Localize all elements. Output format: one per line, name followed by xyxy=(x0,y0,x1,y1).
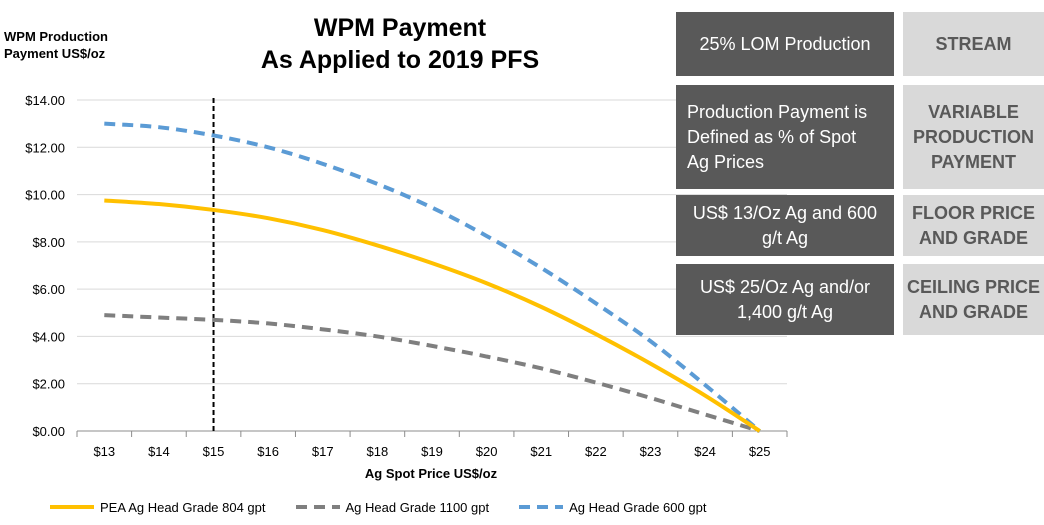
y-tick-label: $12.00 xyxy=(25,140,65,155)
stream-label-cell: STREAM xyxy=(903,12,1044,76)
y-tick-label: $14.00 xyxy=(25,93,65,108)
series-line-2 xyxy=(104,121,761,433)
x-tick-label: $16 xyxy=(257,444,279,459)
x-tick-label: $18 xyxy=(367,444,389,459)
y-tick-label: $6.00 xyxy=(32,282,65,297)
y-tick-label: $0.00 xyxy=(32,424,65,439)
legend-item-600: Ag Head Grade 600 gpt xyxy=(519,500,706,515)
x-axis-title: Ag Spot Price US$/oz xyxy=(365,466,498,481)
legend-label-pea: PEA Ag Head Grade 804 gpt xyxy=(100,499,266,515)
x-tick-label: $24 xyxy=(694,444,716,459)
stream-value-cell: 25% LOM Production xyxy=(676,12,894,76)
y-tick-label: $8.00 xyxy=(32,235,65,250)
x-tick-label: $20 xyxy=(476,444,498,459)
floor-price-value-cell: US$ 13/Oz Ag and 600 g/t Ag xyxy=(676,195,894,256)
series-line-1 xyxy=(104,313,761,433)
ceiling-price-value-cell: US$ 25/Oz Ag and/or 1,400 g/t Ag xyxy=(676,264,894,335)
legend-swatch-1100 xyxy=(295,505,340,509)
x-tick-label: $14 xyxy=(148,444,170,459)
variable-payment-value-cell: Production Payment is Defined as % of Sp… xyxy=(676,85,894,189)
x-tick-label: $15 xyxy=(203,444,225,459)
x-tick-label: $21 xyxy=(530,444,552,459)
floor-price-label-cell: FLOOR PRICE AND GRADE xyxy=(903,195,1044,256)
y-axis-title: WPM Production Payment US$/oz xyxy=(4,29,108,61)
x-tick-label: $22 xyxy=(585,444,607,459)
series-line-0 xyxy=(104,198,761,433)
chart-title: WPM Payment As Applied to 2019 PFS xyxy=(260,14,540,74)
ceiling-price-label-cell: CEILING PRICE AND GRADE xyxy=(903,264,1044,335)
legend-swatch-pea xyxy=(50,505,94,509)
legend-item-1100: Ag Head Grade 1100 gpt xyxy=(295,499,490,515)
legend-swatch-600 xyxy=(519,505,564,509)
x-tick-label: $25 xyxy=(749,444,771,459)
y-tick-label: $2.00 xyxy=(32,377,65,392)
x-tick-label: $13 xyxy=(93,444,115,459)
legend-item-pea: PEA Ag Head Grade 804 gpt xyxy=(50,500,266,515)
variable-payment-label-cell: VARIABLE PRODUCTION PAYMENT xyxy=(903,85,1044,189)
y-tick-label: $4.00 xyxy=(32,329,65,344)
chart-legend: PEA Ag Head Grade 804 gpt Ag Head Grade … xyxy=(50,496,736,518)
legend-label-1100: Ag Head Grade 1100 gpt xyxy=(345,499,490,515)
x-tick-label: $19 xyxy=(421,444,443,459)
x-tick-label: $23 xyxy=(640,444,662,459)
legend-label-600: Ag Head Grade 600 gpt xyxy=(569,499,707,515)
y-tick-label: $10.00 xyxy=(25,188,65,203)
x-tick-label: $17 xyxy=(312,444,334,459)
